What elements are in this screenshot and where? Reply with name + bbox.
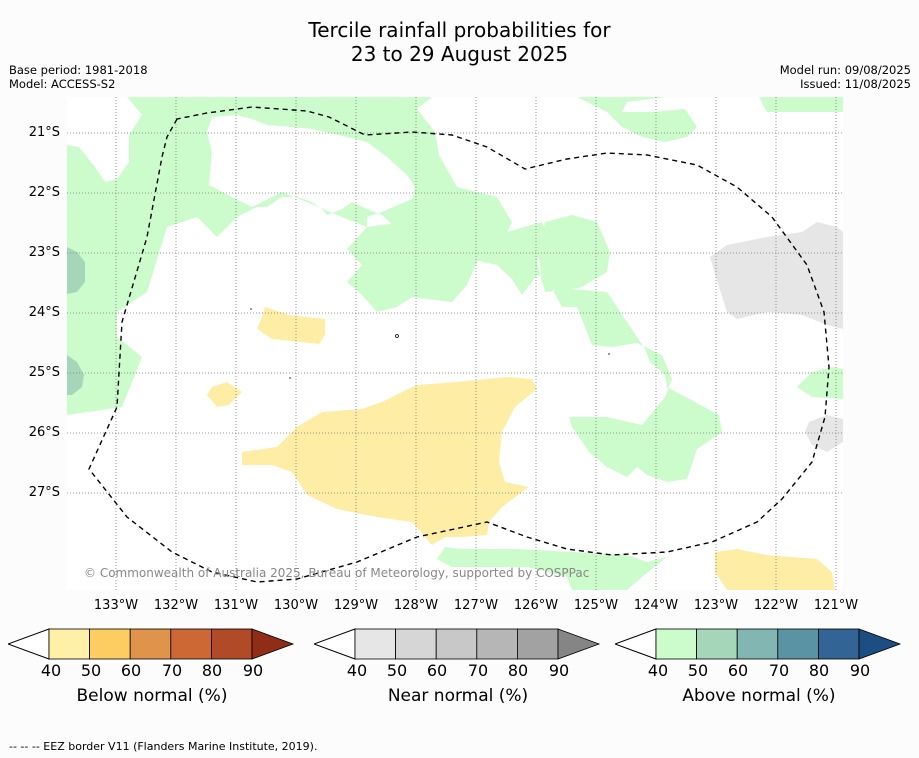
- colorbar-cell: [395, 628, 437, 660]
- lat-label: 21°S: [28, 125, 60, 140]
- lat-label: 23°S: [28, 245, 60, 260]
- colorbar-extend-high: [858, 628, 902, 660]
- colorbar-extend-high: [251, 628, 295, 660]
- colorbar-cell: [736, 628, 779, 660]
- lat-label: 24°S: [28, 305, 60, 320]
- above-normal-region-north: [577, 97, 697, 142]
- above-normal-region-50-a: [67, 247, 85, 294]
- below-normal-region-south-east: [715, 549, 835, 590]
- above-normal-region-main: [67, 97, 722, 482]
- colorbar-cell: [696, 628, 738, 660]
- lon-label: 124°W: [633, 598, 679, 613]
- colorbar-tick: 80: [507, 661, 529, 680]
- colorbar-tick: 80: [201, 661, 223, 680]
- colorbar-tick: 90: [548, 661, 570, 680]
- colorbar-tick: 40: [647, 661, 669, 680]
- colorbar-tick: 60: [727, 661, 749, 680]
- below-normal-title: Below normal (%): [76, 686, 228, 706]
- above-normal-region-east-small: [797, 367, 843, 399]
- lon-label: 127°W: [453, 598, 499, 613]
- colorbar-tick: 40: [40, 661, 62, 680]
- title-line-1: Tercile rainfall probabilities for: [308, 18, 611, 42]
- lon-label: 122°W: [753, 598, 799, 613]
- above-normal-region-east: [539, 215, 610, 292]
- colorbar-tick: 60: [120, 661, 142, 680]
- above-normal-region-south: [437, 547, 667, 590]
- colorbar-tick: 70: [467, 661, 489, 680]
- colorbar-cell: [354, 628, 396, 660]
- colorbar-cell: [817, 628, 860, 660]
- above-normal-region-50-b: [67, 355, 84, 395]
- base-period: Base period: 1981-2018: [9, 63, 148, 77]
- colorbar-cell: [210, 628, 253, 660]
- colorbar-tick: 50: [687, 661, 709, 680]
- lat-label: 26°S: [28, 425, 60, 440]
- lon-label: 132°W: [153, 598, 199, 613]
- below-normal-colorbar: [8, 628, 295, 660]
- island-markers: [250, 308, 610, 379]
- near-normal-colorbar: [314, 628, 601, 660]
- lon-label: 126°W: [513, 598, 559, 613]
- colorbar-cell: [476, 628, 518, 660]
- eez-footnote: -- -- -- EEZ border V11 (Flanders Marine…: [9, 740, 318, 753]
- colorbar-tick: 50: [386, 661, 408, 680]
- colorbar-extend-high: [557, 628, 601, 660]
- map-title: Tercile rainfall probabilities for 23 to…: [0, 18, 919, 66]
- colorbar-cell: [655, 628, 697, 660]
- colorbar-tick: 80: [808, 661, 830, 680]
- issued-date: Issued: 11/08/2025: [800, 77, 911, 91]
- colorbar-tick: 70: [161, 661, 183, 680]
- model-name: Model: ACCESS-S2: [9, 77, 116, 91]
- above-normal-colorbar: [615, 628, 902, 660]
- model-run: Model run: 09/08/2025: [779, 63, 911, 77]
- colorbar-extend-low: [314, 628, 356, 660]
- graticule: [67, 97, 843, 590]
- above-normal-region-center: [347, 205, 512, 312]
- lon-label: 131°W: [213, 598, 259, 613]
- eez-border: [88, 106, 830, 583]
- lon-label: 133°W: [93, 598, 139, 613]
- lon-label: 125°W: [573, 598, 619, 613]
- colorbar-tick: 60: [426, 661, 448, 680]
- meta-left: Base period: 1981-2018 Model: ACCESS-S2: [9, 63, 148, 91]
- colorbar-cell: [777, 628, 819, 660]
- lon-label: 121°W: [813, 598, 859, 613]
- near-normal-title: Near normal (%): [387, 686, 529, 706]
- below-normal-region-large: [242, 377, 537, 545]
- meta-right: Model run: 09/08/2025 Issued: 11/08/2025: [780, 63, 911, 91]
- colorbar-cell: [435, 628, 478, 660]
- lon-label: 129°W: [333, 598, 379, 613]
- near-normal-region-southeast: [805, 415, 843, 452]
- above-normal-title: Above normal (%): [682, 686, 836, 706]
- colorbar-cell: [170, 628, 212, 660]
- above-normal-regions: [67, 97, 843, 590]
- colorbar-cell: [89, 628, 131, 660]
- forecast-map: [67, 97, 843, 590]
- colorbar-tick: 50: [80, 661, 102, 680]
- colorbar-tick: 40: [346, 661, 368, 680]
- lon-label: 130°W: [273, 598, 319, 613]
- copyright-text: © Commonwealth of Australia 2025, Bureau…: [84, 566, 590, 580]
- above-normal-region-northeast: [759, 97, 843, 112]
- lon-label: 128°W: [393, 598, 439, 613]
- colorbar-extend-low: [8, 628, 50, 660]
- near-normal-regions: [710, 222, 843, 452]
- below-normal-region-small-a: [257, 307, 325, 344]
- below-normal-regions: [207, 307, 835, 590]
- lat-label: 25°S: [28, 365, 60, 380]
- colorbar-cell: [48, 628, 90, 660]
- below-normal-region-small-b: [207, 382, 242, 407]
- title-line-2: 23 to 29 August 2025: [350, 42, 569, 66]
- colorbar-extend-low: [615, 628, 657, 660]
- colorbar-tick: 70: [768, 661, 790, 680]
- lat-label: 27°S: [28, 485, 60, 500]
- colorbar-cell: [129, 628, 172, 660]
- lon-label: 123°W: [693, 598, 739, 613]
- lat-label: 22°S: [28, 185, 60, 200]
- colorbar-cell: [516, 628, 559, 660]
- near-normal-region-east: [710, 222, 843, 329]
- colorbar-tick: 90: [849, 661, 871, 680]
- colorbar-tick: 90: [242, 661, 264, 680]
